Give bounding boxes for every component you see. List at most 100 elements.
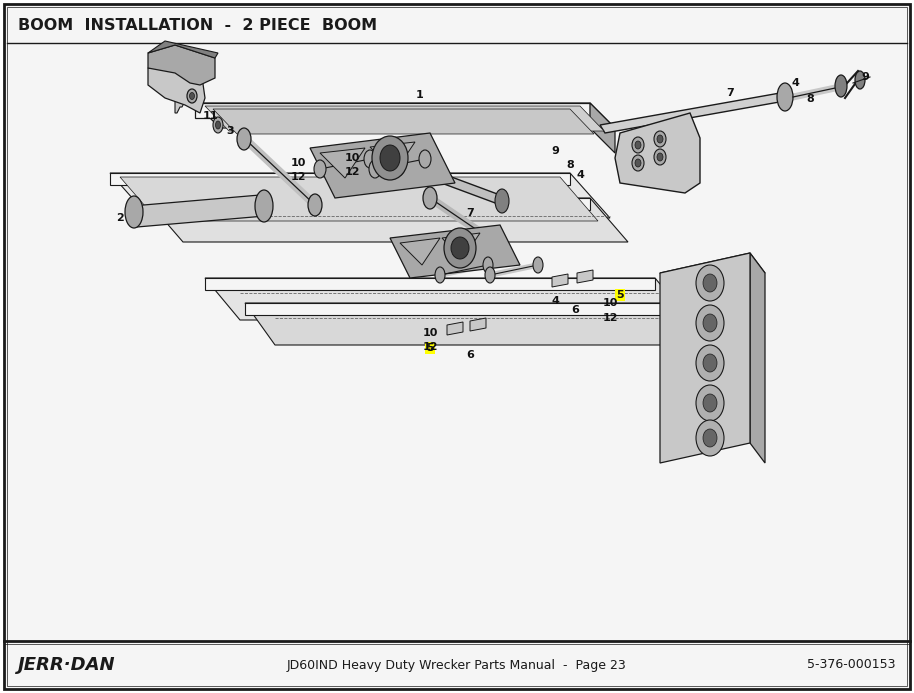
Polygon shape: [145, 198, 628, 242]
Polygon shape: [148, 45, 215, 85]
Text: 10: 10: [345, 153, 360, 163]
Ellipse shape: [654, 149, 666, 165]
Text: 12: 12: [422, 342, 438, 352]
Text: 11: 11: [202, 111, 218, 121]
Polygon shape: [395, 156, 506, 207]
Polygon shape: [320, 148, 365, 178]
Text: JERR·DAN: JERR·DAN: [18, 656, 116, 674]
Ellipse shape: [654, 131, 666, 147]
Polygon shape: [390, 225, 520, 278]
Text: 5-376-000153: 5-376-000153: [806, 658, 895, 672]
Text: 6: 6: [571, 305, 579, 315]
Ellipse shape: [495, 189, 509, 213]
Ellipse shape: [314, 160, 326, 178]
Polygon shape: [120, 177, 598, 221]
Ellipse shape: [364, 150, 376, 168]
Ellipse shape: [483, 257, 493, 273]
Ellipse shape: [435, 267, 445, 283]
Text: 4: 4: [551, 296, 559, 306]
Polygon shape: [590, 103, 615, 153]
Text: 10: 10: [291, 158, 305, 168]
Ellipse shape: [125, 196, 143, 228]
Ellipse shape: [189, 92, 195, 100]
Text: 8: 8: [566, 160, 574, 170]
Ellipse shape: [444, 228, 476, 268]
Polygon shape: [195, 103, 590, 118]
Ellipse shape: [380, 145, 400, 171]
Ellipse shape: [632, 137, 644, 153]
Text: 3: 3: [226, 126, 234, 136]
Text: 12: 12: [602, 313, 618, 323]
Polygon shape: [750, 253, 765, 463]
Ellipse shape: [213, 117, 223, 133]
Ellipse shape: [696, 385, 724, 421]
Ellipse shape: [696, 265, 724, 301]
Ellipse shape: [485, 267, 495, 283]
Ellipse shape: [703, 394, 717, 412]
Ellipse shape: [635, 141, 641, 149]
Ellipse shape: [696, 305, 724, 341]
Polygon shape: [132, 195, 265, 227]
Polygon shape: [615, 113, 700, 193]
Ellipse shape: [423, 187, 437, 209]
Ellipse shape: [419, 150, 431, 168]
Ellipse shape: [703, 274, 717, 292]
Ellipse shape: [855, 71, 865, 89]
Polygon shape: [310, 133, 455, 198]
Polygon shape: [110, 173, 610, 218]
Ellipse shape: [777, 83, 793, 111]
Polygon shape: [552, 274, 568, 287]
Ellipse shape: [632, 155, 644, 171]
Polygon shape: [660, 253, 765, 293]
Polygon shape: [213, 109, 594, 134]
Polygon shape: [195, 103, 615, 128]
Polygon shape: [400, 238, 440, 265]
Ellipse shape: [703, 429, 717, 447]
Text: 9: 9: [861, 72, 869, 82]
Text: 7: 7: [466, 208, 473, 218]
Polygon shape: [577, 270, 593, 283]
Text: 5: 5: [616, 290, 624, 300]
Polygon shape: [470, 318, 486, 331]
Polygon shape: [175, 78, 200, 113]
Text: 8: 8: [806, 94, 813, 104]
Ellipse shape: [187, 89, 197, 103]
Text: 4: 4: [576, 170, 584, 180]
Polygon shape: [600, 93, 785, 133]
Text: 1: 1: [416, 90, 424, 100]
Ellipse shape: [696, 420, 724, 456]
Ellipse shape: [216, 121, 220, 129]
Text: 7: 7: [726, 88, 734, 98]
Text: 10: 10: [602, 298, 618, 308]
Text: 12: 12: [345, 167, 360, 177]
Polygon shape: [447, 322, 463, 335]
Ellipse shape: [390, 148, 406, 176]
Polygon shape: [660, 253, 750, 463]
Polygon shape: [370, 142, 415, 172]
Text: 5: 5: [426, 343, 434, 353]
Text: 6: 6: [466, 350, 474, 360]
Ellipse shape: [237, 128, 251, 150]
Polygon shape: [148, 41, 218, 58]
Polygon shape: [442, 233, 480, 260]
Ellipse shape: [635, 159, 641, 167]
Polygon shape: [245, 303, 720, 345]
Text: BOOM  INSTALLATION  -  2 PIECE  BOOM: BOOM INSTALLATION - 2 PIECE BOOM: [18, 17, 377, 33]
Ellipse shape: [657, 135, 663, 143]
Polygon shape: [110, 173, 570, 185]
Ellipse shape: [835, 75, 847, 97]
Text: 10: 10: [422, 328, 438, 338]
Polygon shape: [205, 278, 655, 290]
Text: 9: 9: [551, 146, 559, 156]
Polygon shape: [145, 198, 590, 210]
Ellipse shape: [533, 257, 543, 273]
Text: 12: 12: [291, 172, 306, 182]
Polygon shape: [148, 63, 205, 113]
Ellipse shape: [696, 345, 724, 381]
Ellipse shape: [372, 136, 408, 180]
Ellipse shape: [451, 237, 469, 259]
Text: JD60IND Heavy Duty Wrecker Parts Manual  -  Page 23: JD60IND Heavy Duty Wrecker Parts Manual …: [287, 658, 627, 672]
Ellipse shape: [369, 160, 381, 178]
Ellipse shape: [308, 194, 322, 216]
Polygon shape: [205, 106, 604, 131]
